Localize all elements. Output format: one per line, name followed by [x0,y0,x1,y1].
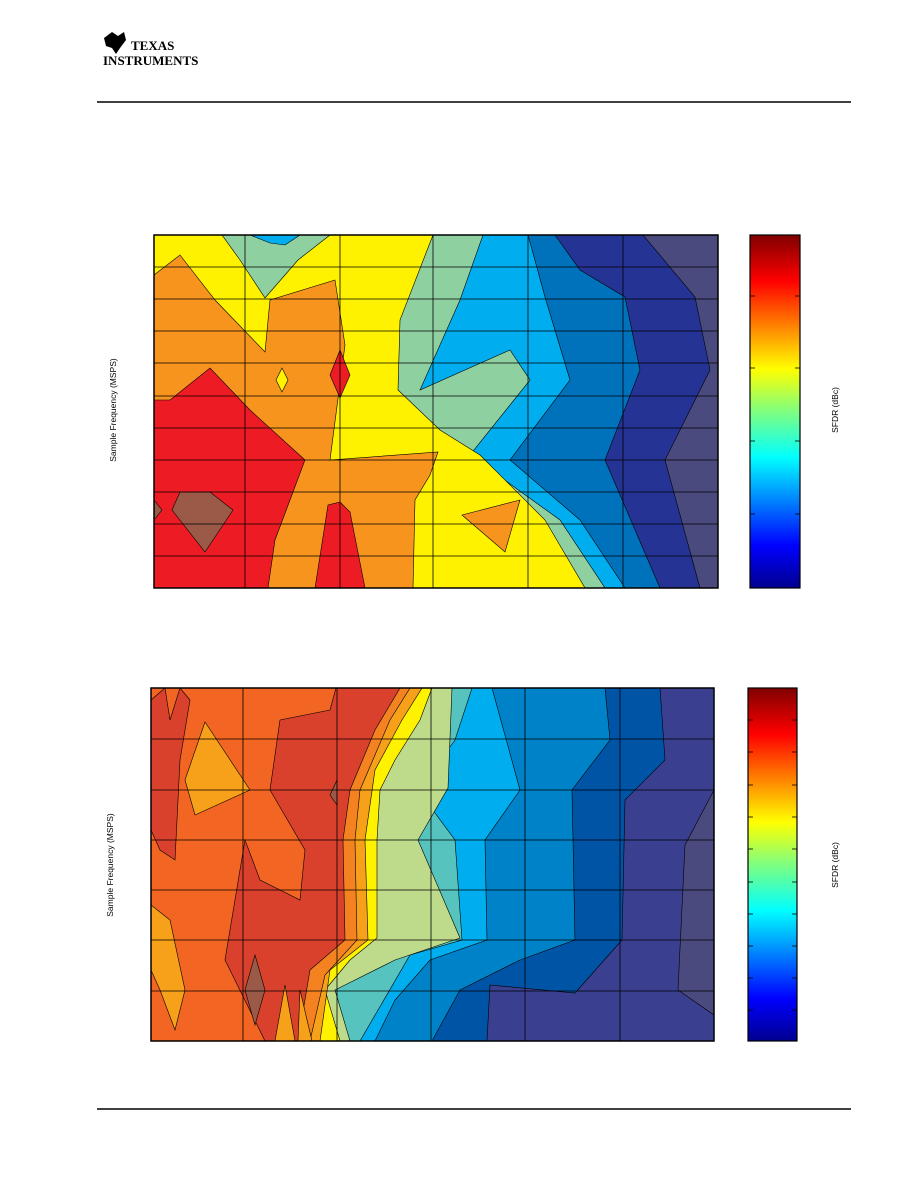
logo: TEXAS INSTRUMENTS [103,32,198,68]
colorbar-label: SFDR (dBc) [830,387,840,433]
plot-frame [150,687,715,1042]
plot-frame [153,234,719,589]
figures: Sample Frequency (MSPS) SFDR (dBc)Sample … [105,234,840,1042]
y-axis-label: Sample Frequency (MSPS) [108,358,118,462]
colorbar-label: SFDR (dBc) [830,842,840,888]
contour-region [244,953,266,1027]
contour-region [275,367,289,393]
contour-region [461,499,521,553]
contour-region [184,721,251,816]
colorbar [749,234,801,589]
contour-plot: Sample Frequency (MSPS) SFDR (dBc) [105,687,840,1042]
logo-text: INSTRUMENTS [103,53,198,68]
logo-text: TEXAS [131,38,174,53]
y-axis-label: Sample Frequency (MSPS) [105,813,115,917]
logo-mark [104,32,126,54]
colorbar [747,687,798,1042]
contour-plot: Sample Frequency (MSPS) SFDR (dBc) [108,234,840,589]
